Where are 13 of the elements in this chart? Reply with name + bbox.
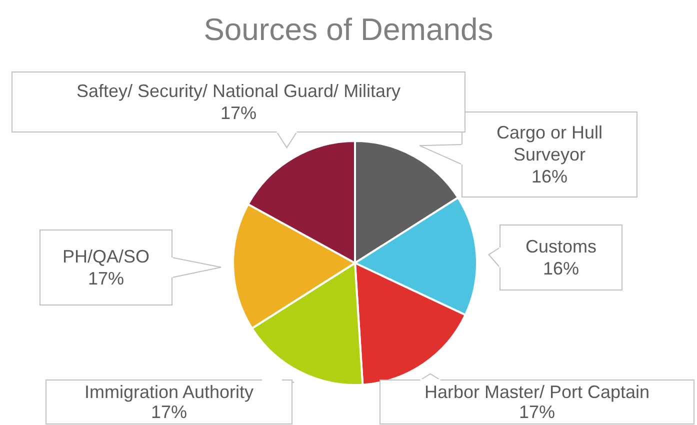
slice-label: Cargo or Hull Surveyor: [496, 122, 603, 164]
data-label: 16%: [531, 166, 568, 186]
data-label: 17%: [220, 103, 257, 123]
slice-label: Saftey/ Security/ National Guard/ Military: [76, 81, 401, 101]
data-label: 17%: [88, 268, 124, 288]
slice-label: Customs: [525, 236, 597, 256]
slice-label: PH/QA/SO: [62, 246, 150, 266]
data-label: 16%: [542, 258, 580, 278]
data-label: 17%: [150, 402, 188, 422]
data-label: 17%: [518, 402, 556, 422]
slice-label: Harbor Master/ Port Captain: [424, 382, 650, 402]
slice-label: Immigration Authority: [84, 382, 254, 402]
chart-title: Sources of Demands: [204, 12, 494, 47]
